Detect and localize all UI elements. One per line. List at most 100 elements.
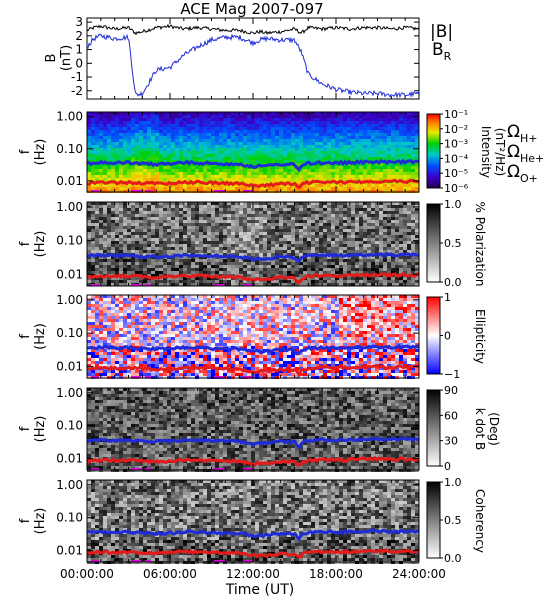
bfield-ytick-label: -2 — [71, 84, 83, 98]
time-tick-label: 00:00:00 — [60, 567, 114, 581]
coherency-h-gyro-line — [86, 528, 420, 542]
ellipticity-colorbar-label-tick: −1 — [444, 368, 460, 381]
intensity-o-gyro-mark — [145, 190, 151, 192]
intensity-panel: 1.00 0.10 0.01 f (Hz) 10⁻¹ 10⁻² 10⁻³10⁻⁴ 10⁻⁵ 10⁻… — [18, 108, 507, 195]
polarization-o-gyro-mark — [243, 284, 253, 286]
kdotb-colorbar-label-tick: 90 — [444, 384, 458, 397]
intensity-h-gyro-line — [86, 158, 420, 173]
coherency-o-gyro-mark — [214, 560, 226, 562]
intensity-he-gyro-line — [86, 178, 420, 190]
polarization-colorbar-label-tick: 0.5 — [444, 237, 462, 250]
polarization-o-gyro-mark — [91, 284, 99, 286]
time-tick-label: 24:00:00 — [392, 567, 446, 581]
bfield-frame — [86, 17, 420, 100]
ellipticity-colorbar-label-tick: 1 — [444, 291, 451, 304]
ellipticity-o-gyro-mark — [243, 376, 253, 378]
intensity-ytick-label: 0.01 — [56, 174, 83, 188]
btotal-line — [86, 23, 420, 36]
coherency-o-gyro-mark — [131, 560, 141, 562]
polarization-o-gyro-mark — [214, 284, 226, 286]
intensity-colorbar-label-tick: 10⁻¹ — [444, 108, 468, 121]
polarization-panel: 1.00 0.10 0.01 f (Hz) 1.0 0.5 0.0 % Polarization — [18, 198, 487, 289]
kdotb-colorbar-label-tick: 30 — [444, 435, 458, 448]
intensity-ytick-label: 0.10 — [56, 142, 83, 156]
polarization-o-gyro-mark — [145, 284, 151, 286]
ellipticity-ytick-label: 0.01 — [56, 359, 83, 373]
intensity-ytick-label: 1.00 — [56, 110, 83, 124]
polarization-ytick-label: 0.10 — [56, 234, 83, 248]
polarization-ytick-label: 1.00 — [56, 200, 83, 214]
ellipticity-h-gyro-line — [87, 343, 420, 356]
intensity-colorbar-title: Intensity — [479, 126, 493, 178]
kdotb-o-gyro-mark — [91, 468, 99, 470]
omega-legend-0: ΩH+ — [507, 122, 538, 145]
ellipticity-panel: 1.00 0.10 0.01 f (Hz) 1 0 −1 Ellipticity — [18, 291, 487, 381]
intensity-colorbar — [426, 113, 441, 189]
intensity-colorbar-label-tick: 10⁻² — [444, 123, 468, 136]
ellipticity-ylabel-unit: (Hz) — [33, 323, 48, 350]
coherency-ytick-label: 1.00 — [56, 478, 83, 492]
time-axis-label: Time (UT) — [225, 582, 294, 598]
ellipticity-colorbar-label-tick: 0 — [444, 330, 451, 343]
coherency-colorbar — [426, 481, 441, 559]
kdotb-colorbar-label-tick: 0 — [444, 460, 451, 473]
polarization-o-gyro-mark — [131, 284, 141, 286]
chart-title: ACE Mag 2007-097 — [180, 0, 323, 18]
br-line — [86, 33, 420, 99]
coherency-colorbar-label-tick: 1.0 — [444, 476, 462, 489]
polarization-colorbar-label-tick: 1.0 — [444, 198, 462, 211]
polarization-colorbar-label-tick: 0.0 — [444, 276, 462, 289]
polarization-colorbar-title: % Polarization — [473, 202, 487, 287]
ellipticity-ytick-label: 0.10 — [56, 326, 83, 340]
kdotb-colorbar-unit: (Deg) — [487, 412, 501, 446]
coherency-o-gyro-mark — [145, 560, 151, 562]
kdotb-o-gyro-mark — [145, 468, 151, 470]
kdotb-ytick-label: 0.10 — [56, 419, 83, 433]
omega-legend-2: ΩO+ — [507, 162, 538, 185]
polarization-ytick-label: 0.01 — [56, 267, 83, 281]
legend-br: BR — [432, 40, 452, 63]
intensity-colorbar-unit: (nT²/Hz) — [493, 128, 507, 176]
coherency-he-gyro-line — [86, 548, 420, 559]
ellipticity-ylabel: f — [18, 334, 33, 339]
intensity-colorbar-label-tick: 10⁻⁵ — [444, 167, 468, 180]
ellipticity-ytick-label: 1.00 — [56, 293, 83, 307]
time-tick-label: 06:00:00 — [143, 567, 197, 581]
coherency-ytick-label: 0.01 — [56, 544, 83, 558]
bfield-ytick-label: 2 — [75, 29, 83, 43]
ellipticity-o-gyro-mark — [91, 376, 99, 378]
bfield-ytick-label: 1 — [75, 43, 83, 57]
intensity-ylabel-unit: (Hz) — [33, 139, 48, 166]
top-legend: |B| BR — [430, 22, 453, 63]
bfield-ylabel: B — [44, 54, 59, 63]
spectrum-legend: ΩH+ΩHe+ΩO+ — [507, 122, 544, 185]
bfield-ytick-label: 0 — [75, 56, 83, 70]
ellipticity-o-gyro-mark — [131, 376, 141, 378]
intensity-colorbar-label-tick: 10⁻⁴ — [444, 152, 469, 165]
kdotb-ytick-label: 0.01 — [56, 452, 83, 466]
intensity-colorbar-label-tick: 10⁻³ — [444, 138, 468, 151]
time-tick-label: 18:00:00 — [309, 567, 363, 581]
coherency-ytick-label: 0.10 — [56, 511, 83, 525]
intensity-o-gyro-mark — [214, 190, 226, 192]
coherency-ylabel-unit: (Hz) — [33, 508, 48, 535]
kdotb-h-gyro-line — [86, 436, 420, 451]
coherency-o-gyro-mark — [91, 560, 99, 562]
coherency-o-gyro-mark — [243, 560, 253, 562]
polarization-h-gyro-line — [86, 251, 420, 264]
bfield-ylabel-unit: (nT) — [59, 45, 74, 71]
intensity-o-gyro-mark — [91, 190, 99, 192]
coherency-colorbar-label-tick: 0.5 — [444, 514, 462, 527]
legend-btotal: |B| — [430, 22, 453, 42]
time-tick-label: 12:00:00 — [226, 567, 280, 581]
coherency-panel: 1.00 0.10 0.01 f (Hz) 1.0 0.5 0.0 Coherency — [18, 476, 487, 565]
bfield-ytick-label: 3 — [75, 15, 83, 29]
time-axis: 00:00:00 06:00:00 12:00:00 18:00:00 24:00:00 — [60, 18, 446, 581]
coherency-colorbar-title: Coherency — [473, 489, 487, 553]
coherency-ylabel: f — [18, 518, 33, 523]
kdotb-colorbar — [426, 389, 441, 467]
bfield-ytick-label: -1 — [71, 70, 83, 84]
